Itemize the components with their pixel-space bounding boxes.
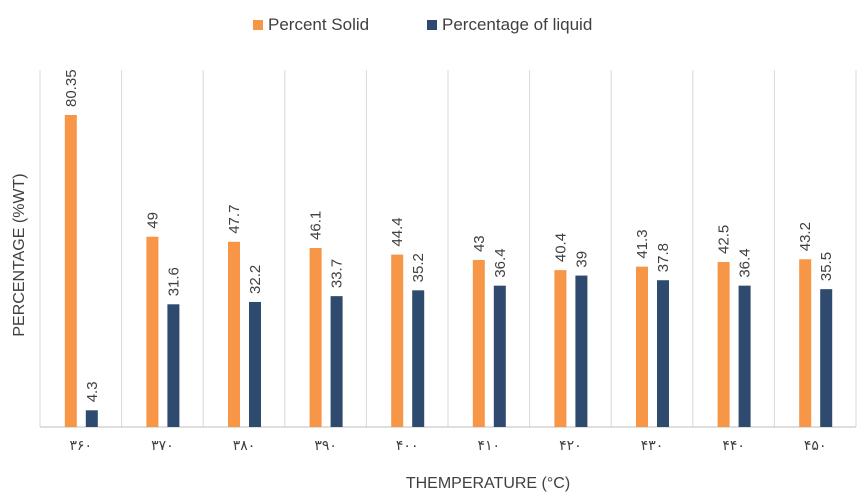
bar-solid: [309, 247, 322, 427]
data-label: 37.8: [655, 243, 672, 272]
data-label: 32.2: [247, 265, 264, 294]
bar-liquid: [85, 410, 98, 427]
data-label: 47.7: [226, 205, 243, 234]
data-label: 35.2: [410, 253, 427, 282]
chart-gridlines: [39, 70, 857, 428]
data-label: 44.4: [389, 217, 406, 246]
bar-liquid: [657, 280, 669, 427]
x-tick-label: ۳۹۰: [314, 438, 337, 454]
x-tick-label: ۳۶۰: [70, 438, 93, 454]
x-tick-label: ۴۴۰: [722, 438, 745, 454]
bar-solid: [64, 115, 77, 427]
data-label: 49: [144, 212, 161, 229]
bar-liquid: [249, 301, 261, 427]
legend-label: Percentage of liquid: [442, 15, 592, 34]
bar-liquid: [493, 285, 506, 427]
x-tick-label: ۴۲۰: [559, 438, 582, 454]
chart-legend: Percent Solid Percentage of liquid: [253, 15, 592, 34]
x-tick-label: ۳۸۰: [233, 438, 256, 454]
data-label: 36.4: [737, 248, 754, 277]
bar-solid: [391, 254, 404, 427]
data-label: 4.3: [84, 381, 101, 402]
bar-solid: [799, 259, 812, 427]
bar-liquid: [738, 285, 751, 427]
chart-data-labels: 80.35 49 47.7 46.1 44.4 43 40.4 41.3 42.5 43.2 4.3…: [63, 69, 835, 402]
bar-solid: [472, 260, 485, 427]
data-label: 43: [471, 235, 488, 252]
bar-solid: [228, 241, 240, 427]
bar-solid: [146, 236, 159, 427]
x-axis-ticks: ۳۶۰ ۳۷۰ ۳۸۰ ۳۹۰ ۴۰۰ ۴۱۰ ۴۲۰ ۴۳۰ ۴۴۰ ۴۵۰: [70, 438, 827, 454]
x-tick-label: ۳۷۰: [151, 438, 174, 454]
data-label: 33.7: [329, 259, 346, 288]
data-label: 42.5: [716, 225, 733, 254]
legend-swatch: [253, 20, 263, 30]
x-tick-label: ۴۰۰: [396, 438, 419, 454]
bar-liquid: [575, 275, 588, 427]
data-label: 43.2: [797, 222, 814, 251]
data-label: 80.35: [63, 69, 80, 107]
bar-liquid: [330, 296, 343, 427]
data-label: 41.3: [634, 229, 651, 258]
bar-solid: [554, 270, 567, 427]
y-axis-title: PERCENTAGE (%WT): [11, 173, 28, 336]
bar-liquid: [167, 304, 180, 427]
chart-bars: [64, 115, 833, 427]
bar-liquid: [412, 290, 425, 427]
data-label: 31.6: [165, 267, 182, 296]
x-tick-label: ۴۵۰: [804, 438, 827, 454]
legend-swatch: [427, 20, 437, 30]
x-axis-title: THEMPERATURE (°C): [406, 475, 570, 492]
data-label: 39: [573, 251, 590, 268]
data-label: 40.4: [552, 233, 569, 262]
bar-solid: [717, 261, 730, 427]
bar-solid: [636, 266, 648, 427]
data-label: 36.4: [492, 248, 509, 277]
x-tick-label: ۴۱۰: [478, 438, 501, 454]
x-tick-label: ۴۳۰: [641, 438, 664, 454]
data-label: 35.5: [818, 252, 835, 281]
data-label: 46.1: [308, 211, 325, 240]
legend-label: Percent Solid: [268, 15, 369, 34]
bar-liquid: [820, 289, 833, 427]
